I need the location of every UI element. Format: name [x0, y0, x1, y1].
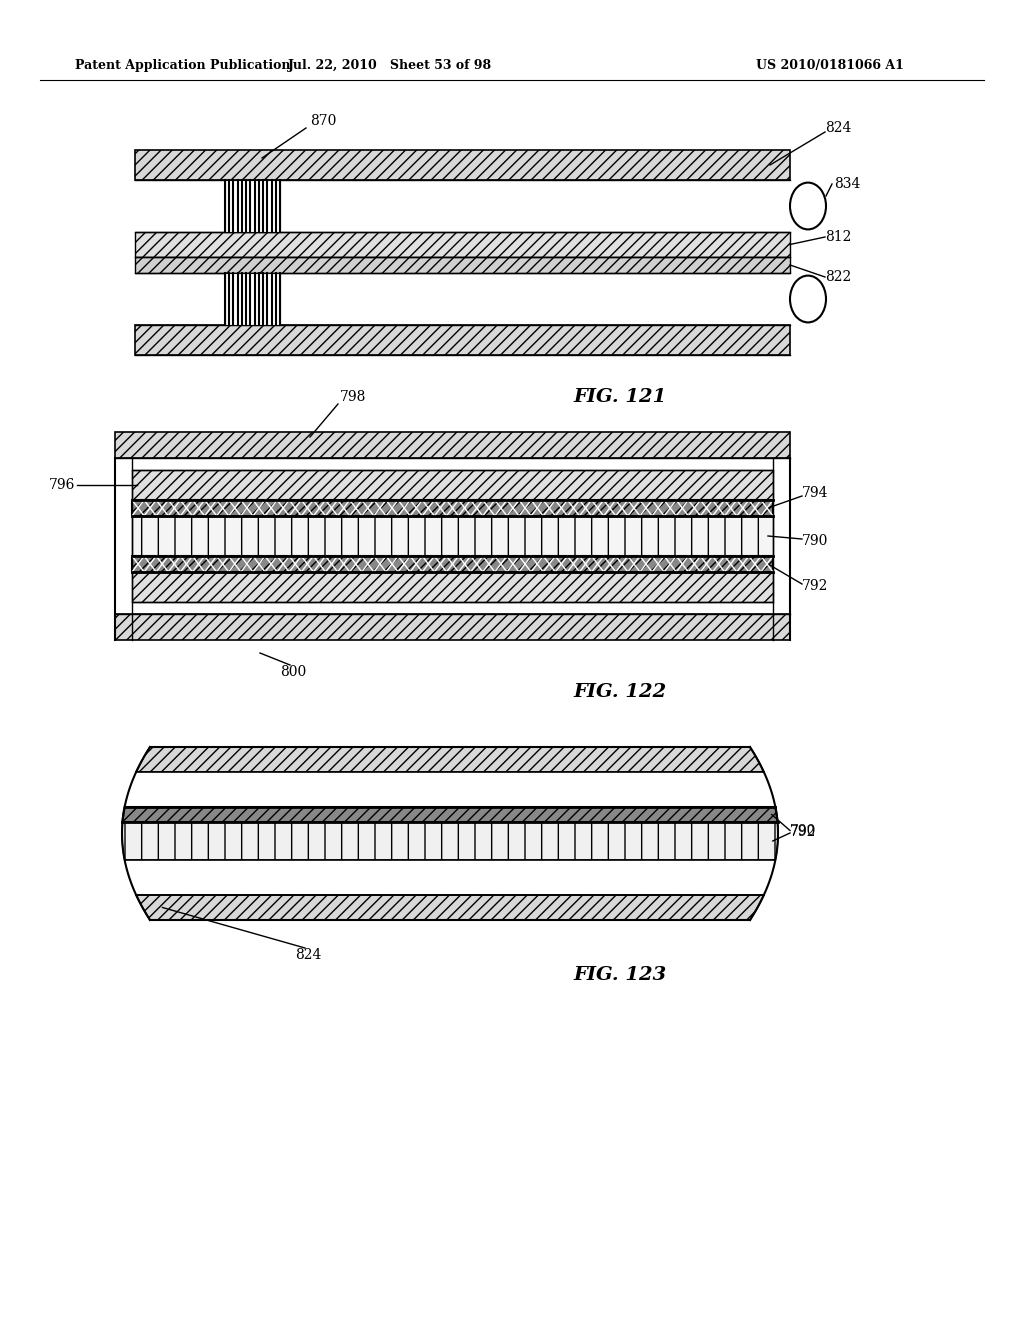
Text: 790: 790 [802, 535, 828, 548]
Ellipse shape [790, 276, 826, 322]
Text: 796: 796 [48, 478, 75, 492]
Text: 812: 812 [825, 230, 851, 244]
Bar [132, 572, 773, 602]
Bar [132, 516, 773, 556]
Bar [115, 432, 790, 458]
Polygon shape [136, 895, 764, 920]
Polygon shape [136, 747, 764, 772]
Text: 792: 792 [802, 579, 828, 593]
Bar [135, 150, 790, 180]
Ellipse shape [790, 182, 826, 230]
Bar [225, 180, 280, 232]
Bar [135, 232, 790, 257]
Text: 834: 834 [834, 177, 860, 191]
Bar [135, 257, 790, 273]
Bar [132, 500, 773, 516]
Text: 822: 822 [825, 271, 851, 284]
Text: 794: 794 [802, 486, 828, 500]
Text: FIG. 123: FIG. 123 [573, 966, 667, 983]
Text: Jul. 22, 2010   Sheet 53 of 98: Jul. 22, 2010 Sheet 53 of 98 [288, 58, 493, 71]
Polygon shape [123, 807, 777, 822]
Text: Patent Application Publication: Patent Application Publication [75, 58, 291, 71]
Bar [225, 273, 280, 325]
Polygon shape [122, 822, 778, 861]
Polygon shape [125, 772, 775, 807]
Text: FIG. 121: FIG. 121 [573, 388, 667, 407]
Text: 790: 790 [790, 824, 816, 838]
Text: 798: 798 [340, 389, 367, 404]
Text: 824: 824 [295, 948, 322, 962]
Text: FIG. 122: FIG. 122 [573, 682, 667, 701]
Text: US 2010/0181066 A1: US 2010/0181066 A1 [756, 58, 904, 71]
Bar [132, 470, 773, 500]
Text: 800: 800 [280, 665, 306, 678]
Bar [135, 325, 790, 355]
Text: 824: 824 [825, 121, 851, 135]
Bar [115, 614, 790, 640]
Text: 792: 792 [790, 825, 816, 840]
Polygon shape [125, 861, 775, 895]
Bar [132, 556, 773, 572]
Text: 870: 870 [310, 114, 336, 128]
